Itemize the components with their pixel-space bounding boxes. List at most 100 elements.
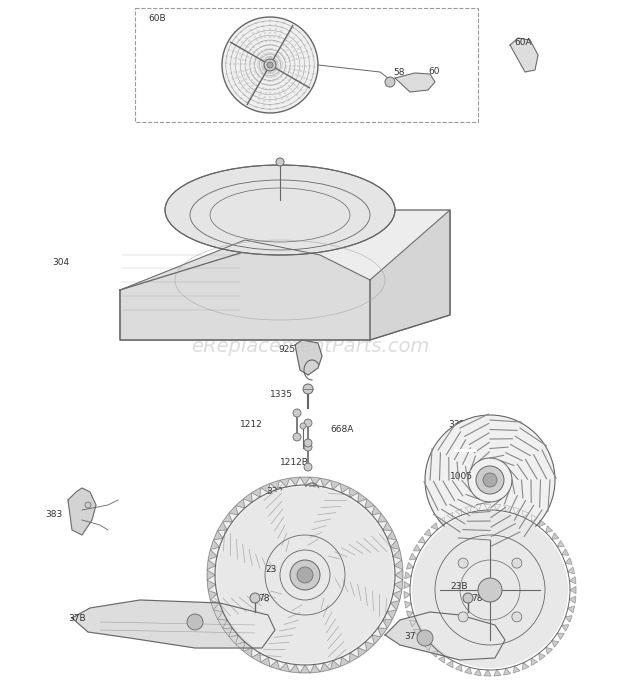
Polygon shape <box>207 570 215 580</box>
Circle shape <box>264 59 276 71</box>
Polygon shape <box>378 628 387 636</box>
Polygon shape <box>539 520 545 527</box>
Polygon shape <box>229 506 238 515</box>
Text: 60: 60 <box>428 67 440 76</box>
Polygon shape <box>370 210 450 340</box>
Circle shape <box>187 614 203 630</box>
Polygon shape <box>570 577 576 584</box>
Polygon shape <box>465 506 471 513</box>
Text: 332: 332 <box>266 487 283 496</box>
Polygon shape <box>321 663 330 672</box>
Polygon shape <box>68 488 96 535</box>
Polygon shape <box>474 505 481 511</box>
Polygon shape <box>252 653 260 663</box>
Circle shape <box>483 473 497 487</box>
Polygon shape <box>300 665 310 673</box>
Polygon shape <box>395 570 403 580</box>
Polygon shape <box>570 586 576 593</box>
Text: 925: 925 <box>278 345 295 354</box>
Polygon shape <box>552 640 559 647</box>
Polygon shape <box>557 633 564 640</box>
Polygon shape <box>394 580 403 590</box>
Polygon shape <box>391 540 400 550</box>
Polygon shape <box>218 620 227 628</box>
Text: 455: 455 <box>447 462 464 471</box>
Polygon shape <box>414 629 420 635</box>
Polygon shape <box>431 523 438 529</box>
Text: 668A: 668A <box>330 425 353 434</box>
Polygon shape <box>474 669 481 676</box>
Polygon shape <box>546 526 552 533</box>
Circle shape <box>512 558 522 568</box>
Polygon shape <box>503 669 510 675</box>
Polygon shape <box>261 657 270 667</box>
Polygon shape <box>393 590 402 600</box>
Polygon shape <box>120 210 450 340</box>
Circle shape <box>250 593 260 603</box>
Polygon shape <box>503 505 510 511</box>
Polygon shape <box>210 601 219 610</box>
Polygon shape <box>448 450 480 488</box>
Text: 78: 78 <box>258 594 270 603</box>
Polygon shape <box>290 477 299 486</box>
Polygon shape <box>513 507 520 514</box>
Polygon shape <box>456 665 462 672</box>
Polygon shape <box>568 567 575 574</box>
Polygon shape <box>383 620 392 628</box>
Polygon shape <box>383 522 392 530</box>
Polygon shape <box>358 493 366 502</box>
Polygon shape <box>407 611 414 617</box>
Circle shape <box>458 612 468 622</box>
Circle shape <box>293 409 301 417</box>
Polygon shape <box>395 73 435 92</box>
Polygon shape <box>223 628 232 636</box>
Polygon shape <box>484 504 491 510</box>
Polygon shape <box>236 642 245 651</box>
Circle shape <box>290 560 320 590</box>
Polygon shape <box>494 504 501 510</box>
Text: 304: 304 <box>52 258 69 267</box>
Polygon shape <box>513 666 520 673</box>
Circle shape <box>417 630 433 646</box>
Text: 1212B: 1212B <box>280 458 309 467</box>
Text: 75: 75 <box>266 509 278 518</box>
Polygon shape <box>409 620 416 626</box>
Circle shape <box>478 578 502 602</box>
Circle shape <box>412 512 568 668</box>
Polygon shape <box>330 660 340 669</box>
Text: 23: 23 <box>265 565 277 574</box>
Polygon shape <box>456 509 462 516</box>
Circle shape <box>304 439 312 447</box>
Circle shape <box>207 477 403 673</box>
Polygon shape <box>244 493 252 502</box>
Circle shape <box>217 487 393 663</box>
Polygon shape <box>321 478 330 487</box>
Polygon shape <box>465 667 471 674</box>
Polygon shape <box>557 541 564 547</box>
Circle shape <box>297 567 313 583</box>
Polygon shape <box>405 572 411 579</box>
Polygon shape <box>447 660 453 667</box>
Polygon shape <box>340 484 349 493</box>
Polygon shape <box>218 522 227 530</box>
Polygon shape <box>439 517 445 524</box>
Text: 1212: 1212 <box>240 420 263 429</box>
Polygon shape <box>531 658 538 665</box>
Polygon shape <box>208 590 217 600</box>
Polygon shape <box>418 536 425 543</box>
Polygon shape <box>229 635 238 644</box>
Polygon shape <box>244 648 252 657</box>
Polygon shape <box>424 644 431 651</box>
Text: 60A: 60A <box>514 38 531 47</box>
Text: eReplacementParts.com: eReplacementParts.com <box>191 337 429 356</box>
Polygon shape <box>394 560 403 570</box>
Polygon shape <box>565 615 572 622</box>
Polygon shape <box>391 601 400 610</box>
Polygon shape <box>565 558 572 564</box>
Circle shape <box>85 502 91 508</box>
Polygon shape <box>120 240 370 340</box>
Polygon shape <box>295 340 322 375</box>
Polygon shape <box>510 38 538 72</box>
Polygon shape <box>424 529 431 536</box>
Circle shape <box>476 466 504 494</box>
